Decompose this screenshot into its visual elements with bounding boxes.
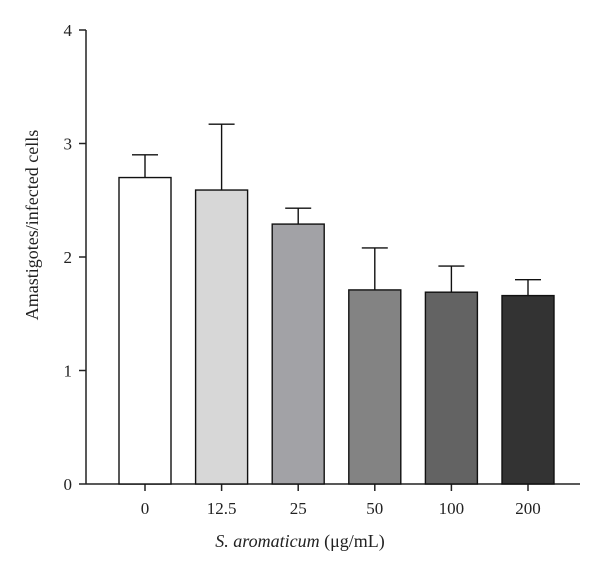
y-tick-label: 3	[64, 135, 73, 154]
y-axis: 0 1 2 3 4	[64, 21, 87, 494]
y-tick-label: 4	[64, 21, 73, 40]
x-axis-title-unit: (μg/mL)	[320, 531, 385, 552]
y-tick-label: 1	[64, 362, 73, 381]
bar-25	[271, 223, 325, 485]
bar-0	[118, 176, 172, 485]
bars	[118, 123, 555, 485]
x-tick-label: 200	[515, 499, 541, 518]
x-tick-label: 50	[366, 499, 383, 518]
x-tick-label: 12.5	[207, 499, 237, 518]
x-tick-label: 0	[141, 499, 150, 518]
x-axis-title-italic: S. aromaticum	[215, 531, 319, 551]
x-tick-label: 25	[290, 499, 307, 518]
x-axis-title: S. aromaticum (μg/mL)	[215, 531, 384, 552]
y-axis-title: Amastigotes/infected cells	[22, 130, 42, 320]
bar-200	[501, 294, 555, 485]
x-tick-label: 100	[439, 499, 465, 518]
bar-50	[348, 289, 402, 485]
bar-12_5	[194, 189, 249, 485]
y-tick-label: 2	[64, 248, 73, 267]
bar-100	[424, 291, 479, 485]
y-tick-label: 0	[64, 475, 73, 494]
x-axis: 0 12.5 25 50 100 200	[86, 483, 580, 518]
